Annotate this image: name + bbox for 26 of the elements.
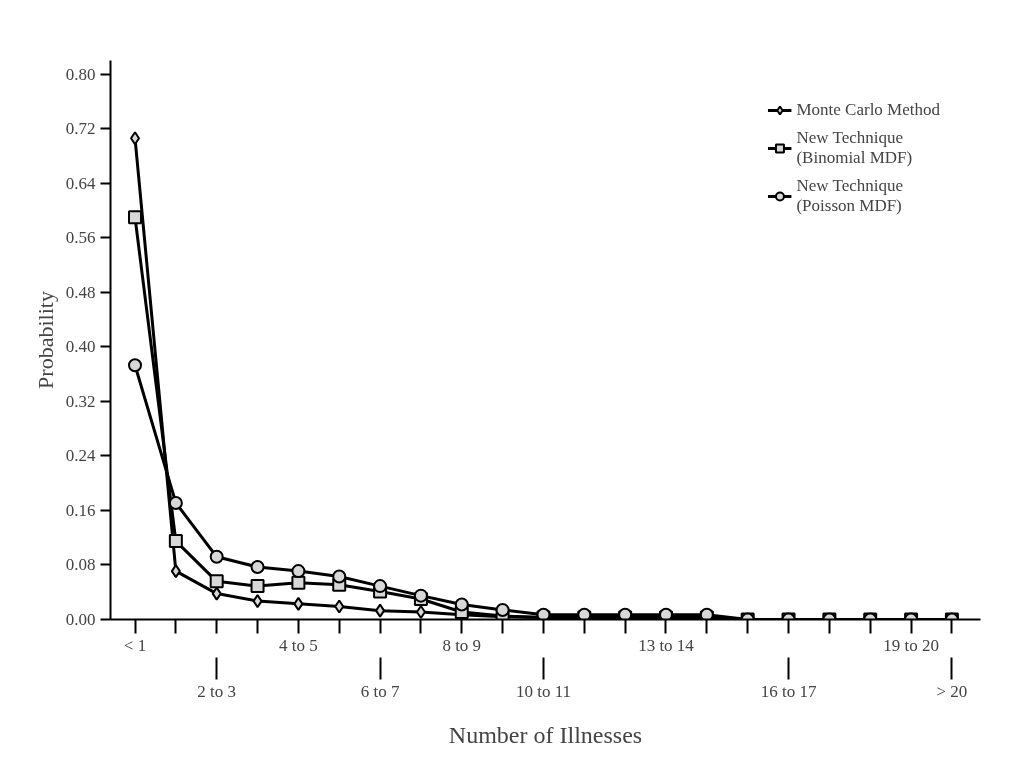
legend-label: New Technique (Binomial MDF) — [796, 128, 913, 168]
x-tick-label: 8 to 9 — [442, 635, 482, 655]
y-tick-label: 0.56 — [65, 228, 96, 248]
x-tick-label: 10 to 11 — [515, 681, 572, 701]
legend-label: Monte Carlo Method — [796, 100, 940, 120]
y-tick-label: 0.24 — [65, 446, 96, 466]
x-tick-label: > 20 — [936, 681, 968, 701]
x-tick-label: 4 to 5 — [279, 635, 318, 655]
y-axis-title: Probability — [32, 291, 58, 389]
y-tick-label: 0.64 — [65, 173, 96, 193]
y-tick-label: 0.16 — [65, 500, 96, 520]
y-tick-label: 0.40 — [65, 337, 96, 357]
x-axis-title: Number of Illnesses — [448, 721, 643, 748]
y-tick-label: 0.00 — [65, 610, 96, 629]
x-tick-label: 2 to 3 — [197, 681, 237, 701]
y-tick-label: 0.08 — [65, 555, 96, 575]
x-tick-label: < 1 — [123, 635, 147, 655]
x-tick-label: 16 to 17 — [760, 681, 817, 701]
legend-label: New Technique (Poisson MDF) — [796, 176, 904, 216]
y-tick-label: 0.32 — [65, 391, 96, 411]
y-tick-label: 0.80 — [65, 64, 96, 84]
x-tick-label: 13 to 14 — [638, 635, 695, 655]
y-tick-label: 0.48 — [65, 282, 96, 302]
y-tick-label: 0.72 — [65, 119, 96, 139]
x-tick-label: 6 to 7 — [360, 681, 400, 701]
x-tick-label: 19 to 20 — [883, 635, 939, 655]
